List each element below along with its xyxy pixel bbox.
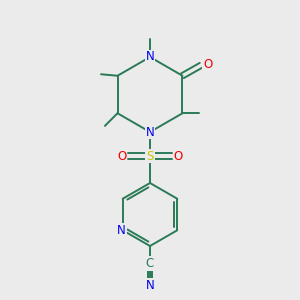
Text: N: N	[117, 224, 126, 237]
Text: N: N	[146, 50, 154, 64]
Text: O: O	[203, 58, 212, 71]
Text: N: N	[146, 125, 154, 139]
Text: N: N	[146, 279, 154, 292]
Text: O: O	[117, 149, 126, 163]
Text: O: O	[174, 149, 183, 163]
Text: S: S	[146, 149, 154, 163]
Text: C: C	[146, 257, 154, 270]
